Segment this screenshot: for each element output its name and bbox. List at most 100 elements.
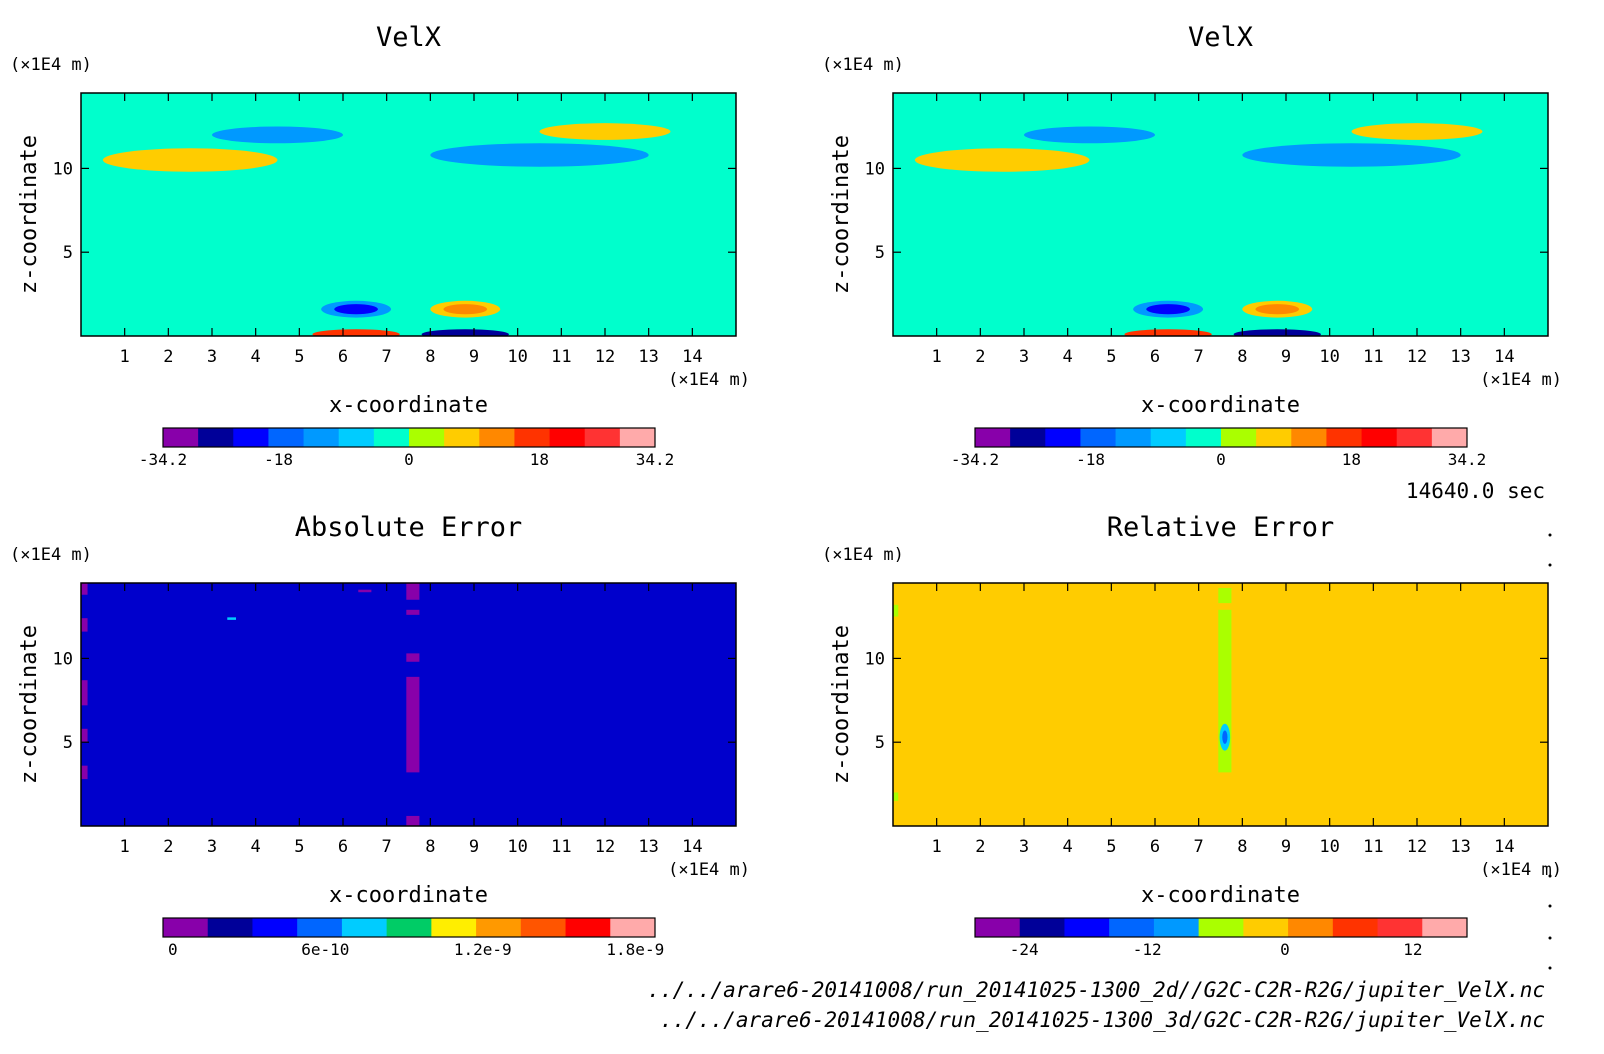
plot-frame xyxy=(80,92,737,337)
field-region xyxy=(81,728,88,743)
x-tick-label: 14 xyxy=(1494,837,1514,857)
field-contour xyxy=(539,123,671,140)
colorbar-swatch xyxy=(297,918,343,937)
colorbar-swatch xyxy=(1045,428,1081,447)
x-tick-label: 4 xyxy=(1063,347,1073,367)
field-contour xyxy=(1024,126,1155,144)
chart-title: Relative Error xyxy=(1107,512,1335,543)
field-contour xyxy=(312,329,400,336)
colorbar-swatch xyxy=(409,428,445,447)
colorbar-swatch xyxy=(163,428,199,447)
y-axis-label: z-coordinate xyxy=(829,625,854,784)
x-tick-label: 4 xyxy=(251,347,261,367)
colorbar-swatch xyxy=(1153,918,1200,937)
colorbar-swatch xyxy=(1288,918,1334,937)
field-contour xyxy=(1242,143,1461,167)
field-contour xyxy=(1351,123,1483,140)
x-tick-label: 13 xyxy=(1450,837,1470,857)
x-tick-label: 1 xyxy=(120,347,130,367)
field-contour xyxy=(430,143,649,167)
colorbar-swatch xyxy=(476,918,522,937)
field-contour xyxy=(1146,304,1190,315)
x-tick-label: 3 xyxy=(1019,347,1029,367)
y-unit-label: (×1E4 m) xyxy=(10,545,92,565)
marker-dot xyxy=(1548,533,1552,537)
x-tick-label: 5 xyxy=(294,347,304,367)
colorbar-label: 18 xyxy=(1342,450,1361,469)
x-tick-label: 13 xyxy=(1450,347,1470,367)
field-region xyxy=(81,765,88,780)
x-tick-label: 11 xyxy=(1363,837,1383,857)
colorbar-swatch xyxy=(338,428,375,447)
file-path-3d: ../../arare6-20141008/run_20141025-1300_… xyxy=(660,1008,1545,1032)
colorbar-swatch xyxy=(1115,428,1152,447)
colorbar-label: 0 xyxy=(1280,940,1290,959)
colorbar-swatch xyxy=(1010,428,1046,447)
x-tick-label: 13 xyxy=(638,837,658,857)
y-tick-label: 10 xyxy=(53,649,73,669)
x-tick-label: 9 xyxy=(1281,837,1291,857)
colorbar-swatch xyxy=(1256,428,1292,447)
colorbar-label: 34.2 xyxy=(1448,450,1487,469)
y-tick-label: 10 xyxy=(53,159,73,179)
colorbar-swatch xyxy=(303,428,340,447)
x-axis-label: x-coordinate xyxy=(329,883,488,908)
y-axis-label: z-coordinate xyxy=(17,625,42,784)
field-contour xyxy=(334,304,378,315)
y-tick-label: 5 xyxy=(875,733,885,753)
timestamp-label: 14640.0 sec xyxy=(1406,479,1545,503)
y-tick-label: 5 xyxy=(63,733,73,753)
colorbar-swatch xyxy=(431,918,477,937)
field-region xyxy=(81,618,88,632)
colorbar-label: 0 xyxy=(168,940,178,959)
x-tick-label: 4 xyxy=(251,837,261,857)
field-contour xyxy=(1222,730,1228,744)
panel-absolute-error: Absolute Error(×1E4 m)1 2 3 4 5 6 7 8 9 10 11 12 13 1… xyxy=(10,512,750,959)
colorbar-swatch xyxy=(252,918,298,937)
colorbar-label: 18 xyxy=(530,450,549,469)
colorbar-frame xyxy=(974,917,1468,938)
y-axis-label: z-coordinate xyxy=(17,135,42,294)
colorbar-swatch xyxy=(619,428,656,447)
colorbar-swatch xyxy=(1326,428,1363,447)
colorbar-swatch xyxy=(1150,428,1187,447)
field-contour xyxy=(914,148,1090,172)
x-tick-label: 6 xyxy=(1150,347,1160,367)
plot-area xyxy=(893,583,1548,826)
x-tick-label: 8 xyxy=(425,347,435,367)
x-tick-label: 12 xyxy=(1407,837,1427,857)
colorbar-swatch xyxy=(479,428,515,447)
plot-frame xyxy=(892,92,1549,337)
colorbar-swatch xyxy=(1377,918,1423,937)
x-tick-label: 2 xyxy=(163,347,173,367)
x-tick-label: 12 xyxy=(1407,347,1427,367)
plot-frame xyxy=(80,582,737,827)
y-tick-label: 10 xyxy=(865,649,885,669)
x-tick-label: 10 xyxy=(507,347,527,367)
x-tick-label: 6 xyxy=(1150,837,1160,857)
colorbar-label: -34.2 xyxy=(951,450,999,469)
x-tick-label: 2 xyxy=(163,837,173,857)
colorbar-swatch xyxy=(1198,918,1244,937)
field-contour xyxy=(212,126,343,144)
colorbar-label: -12 xyxy=(1133,940,1162,959)
colorbar-label: 0 xyxy=(404,450,414,469)
field-contour xyxy=(102,148,278,172)
chart-title: VelX xyxy=(376,22,441,53)
x-tick-label: 10 xyxy=(507,837,527,857)
x-tick-label: 12 xyxy=(595,837,615,857)
x-unit-label: (×1E4 m) xyxy=(1480,370,1562,390)
field-contour xyxy=(421,329,509,336)
field-contour xyxy=(443,304,488,315)
x-tick-label: 7 xyxy=(1194,347,1204,367)
colorbar-swatch xyxy=(1291,428,1327,447)
colorbar-swatch xyxy=(1019,918,1065,937)
colorbar-swatch xyxy=(233,428,269,447)
y-tick-label: 10 xyxy=(865,159,885,179)
x-tick-label: 13 xyxy=(638,347,658,367)
field-region xyxy=(406,653,420,662)
colorbar-swatch xyxy=(207,918,253,937)
x-tick-label: 1 xyxy=(120,837,130,857)
x-axis-label: x-coordinate xyxy=(1141,393,1300,418)
